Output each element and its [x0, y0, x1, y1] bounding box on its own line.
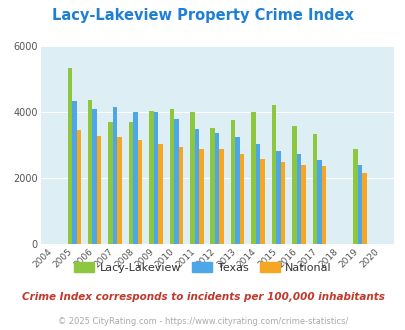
Bar — [178, 147, 183, 244]
Bar — [362, 173, 366, 244]
Bar — [271, 105, 275, 244]
Bar — [316, 160, 321, 244]
Bar — [219, 149, 224, 244]
Bar — [190, 112, 194, 244]
Bar — [72, 101, 77, 244]
Bar — [88, 100, 92, 244]
Bar — [77, 130, 81, 244]
Bar — [214, 133, 219, 244]
Text: Crime Index corresponds to incidents per 100,000 inhabitants: Crime Index corresponds to incidents per… — [21, 292, 384, 302]
Bar — [108, 122, 113, 244]
Bar — [275, 151, 280, 244]
Bar — [194, 129, 198, 244]
Bar — [321, 166, 325, 244]
Bar — [352, 148, 357, 244]
Text: Lacy-Lakeview Property Crime Index: Lacy-Lakeview Property Crime Index — [52, 8, 353, 23]
Bar — [357, 165, 362, 244]
Bar — [174, 119, 178, 244]
Bar — [149, 111, 153, 244]
Bar — [292, 126, 296, 244]
Bar — [92, 109, 97, 244]
Bar — [113, 107, 117, 244]
Bar — [312, 134, 316, 244]
Bar — [260, 159, 264, 244]
Bar — [255, 144, 260, 244]
Bar — [137, 140, 142, 244]
Bar — [117, 137, 121, 244]
Bar — [128, 122, 133, 244]
Bar — [230, 120, 235, 244]
Bar — [280, 162, 284, 244]
Bar — [198, 148, 203, 244]
Bar — [301, 165, 305, 244]
Text: © 2025 CityRating.com - https://www.cityrating.com/crime-statistics/: © 2025 CityRating.com - https://www.city… — [58, 317, 347, 326]
Bar — [251, 112, 255, 244]
Bar — [169, 109, 174, 244]
Bar — [133, 112, 137, 244]
Legend: Lacy-Lakeview, Texas, National: Lacy-Lakeview, Texas, National — [70, 258, 335, 278]
Bar — [239, 154, 244, 244]
Bar — [210, 128, 214, 244]
Bar — [67, 68, 72, 244]
Bar — [235, 137, 239, 244]
Bar — [153, 112, 158, 244]
Bar — [296, 154, 301, 244]
Bar — [158, 144, 162, 244]
Bar — [97, 136, 101, 244]
